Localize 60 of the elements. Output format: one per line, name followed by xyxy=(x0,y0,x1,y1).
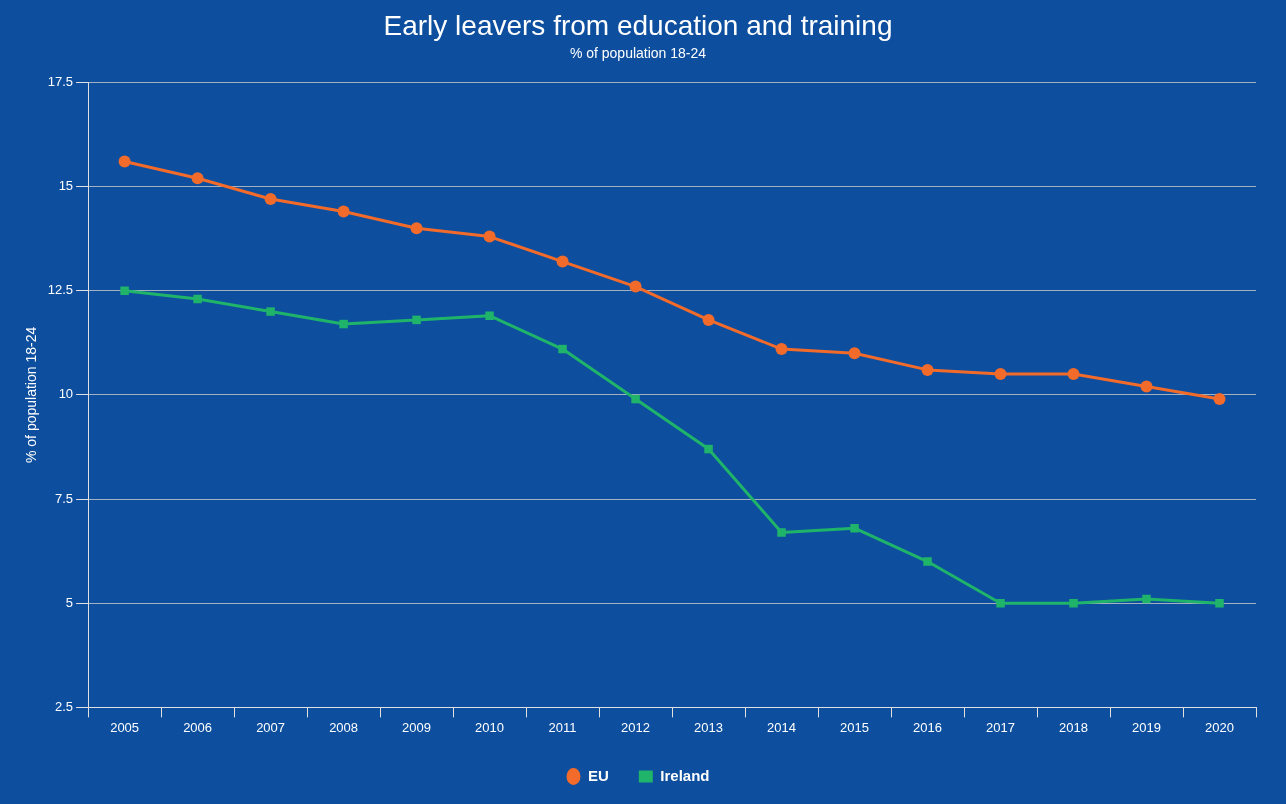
legend-label: Ireland xyxy=(660,766,710,784)
point xyxy=(266,307,275,316)
point xyxy=(120,286,129,295)
point xyxy=(994,368,1007,381)
point xyxy=(1067,368,1080,381)
point xyxy=(118,155,131,168)
x-tick-label: 2010 xyxy=(475,719,505,735)
x-tick-label: 2015 xyxy=(840,719,869,735)
x-tick-label: 2013 xyxy=(694,719,724,735)
point xyxy=(483,230,496,243)
point xyxy=(777,528,786,537)
y-tick-label: 15 xyxy=(58,178,74,194)
point xyxy=(704,444,713,454)
x-tick-label: 2011 xyxy=(548,719,577,735)
x-tick-label: 2012 xyxy=(621,719,651,735)
point xyxy=(702,313,715,326)
x-tick-label: 2018 xyxy=(1059,719,1088,735)
point xyxy=(1069,598,1078,608)
x-tick-label: 2020 xyxy=(1205,719,1234,735)
point xyxy=(191,172,204,185)
point xyxy=(996,598,1005,608)
point xyxy=(1215,598,1224,608)
point xyxy=(775,343,788,356)
point xyxy=(412,315,421,325)
point xyxy=(558,344,567,354)
x-tick-label: 2008 xyxy=(329,719,359,735)
y-axis-title: % of population 18-24 xyxy=(23,326,40,464)
x-tick-label: 2006 xyxy=(183,719,213,735)
point xyxy=(1213,393,1226,406)
point xyxy=(485,311,494,320)
y-tick-label: 7.5 xyxy=(55,490,74,506)
y-tick-label: 2.5 xyxy=(55,698,74,714)
point xyxy=(193,294,202,304)
point xyxy=(848,347,861,360)
point xyxy=(631,394,640,404)
point xyxy=(923,557,932,566)
legend-label: EU xyxy=(587,766,609,784)
x-tick-label: 2005 xyxy=(110,719,140,735)
point xyxy=(339,319,348,329)
x-tick-label: 2014 xyxy=(767,719,796,735)
point xyxy=(1140,380,1153,393)
point xyxy=(921,363,934,376)
x-tick-label: 2019 xyxy=(1132,719,1161,735)
x-tick-label: 2009 xyxy=(402,719,432,735)
chart-subtitle: % of population 18-24 xyxy=(569,44,707,61)
y-tick-label: 10 xyxy=(58,386,74,402)
x-tick-label: 2017 xyxy=(986,719,1015,735)
point xyxy=(629,280,642,293)
y-tick-label: 17.5 xyxy=(47,73,74,89)
point xyxy=(1142,594,1151,604)
x-tick-label: 2016 xyxy=(913,719,942,735)
point xyxy=(556,255,569,268)
point xyxy=(337,205,350,218)
y-tick-label: 12.5 xyxy=(47,282,74,298)
point xyxy=(264,193,277,206)
y-tick-label: 5 xyxy=(65,594,74,610)
x-tick-label: 2007 xyxy=(256,719,286,735)
chart-title: Early leavers from education and training xyxy=(383,9,893,41)
point xyxy=(850,523,859,533)
point xyxy=(410,222,423,235)
